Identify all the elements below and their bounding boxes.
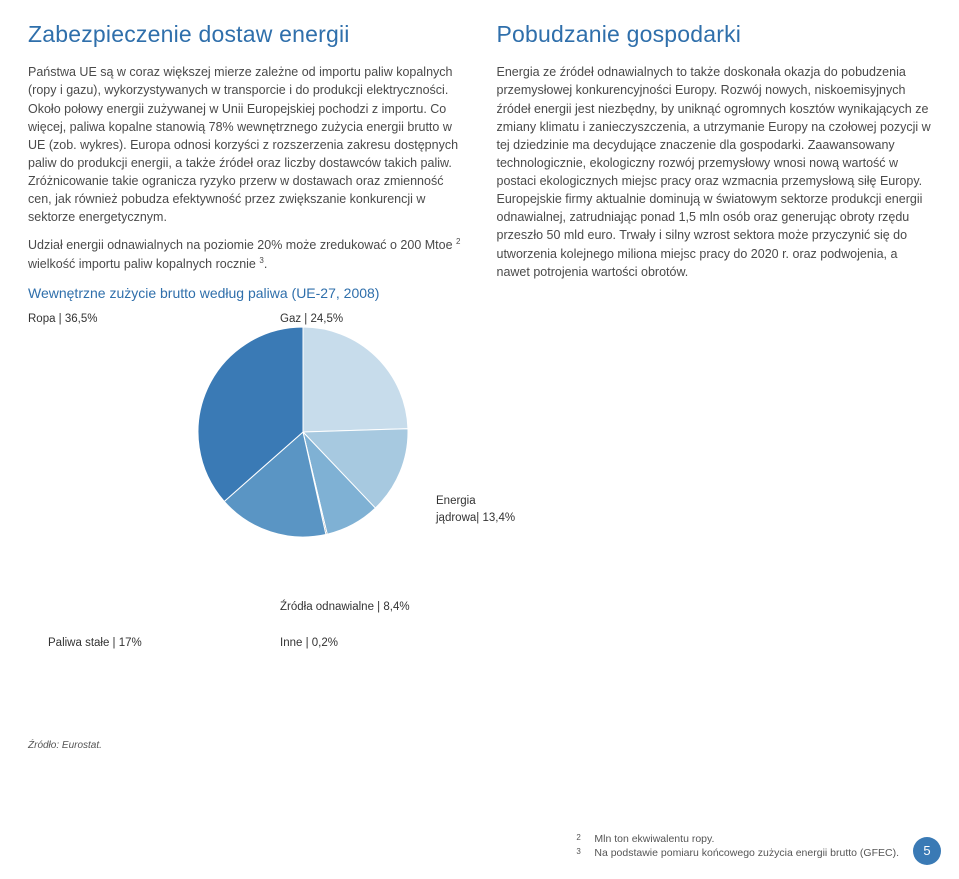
pie-label-nuclear: Energiajądrowa| 13,4% <box>436 493 515 526</box>
pie-label-gas: Gaz | 24,5% <box>280 311 343 328</box>
pie-svg <box>188 317 418 547</box>
chart-subtitle: Wewnętrzne zużycie brutto według paliwa … <box>28 283 463 303</box>
page-number-badge: 5 <box>913 837 941 865</box>
footnote-3-text: Na podstawie pomiaru końcowego zużycia e… <box>594 846 899 861</box>
footnote-3: 3 Na podstawie pomiaru końcowego zużycia… <box>576 846 899 861</box>
pie-slice-gas <box>303 327 408 432</box>
chart-source: Źródło: Eurostat. <box>28 739 931 754</box>
footnote-2-text: Mln ton ekwiwalentu ropy. <box>594 832 714 847</box>
left-para-1: Państwa UE są w coraz większej mierze za… <box>28 63 463 226</box>
right-title: Pobudzanie gospodarki <box>497 18 932 51</box>
footnotes: 2 Mln ton ekwiwalentu ropy. 3 Na podstaw… <box>576 832 899 861</box>
left-p2-a: Udział energii odnawialnych na poziomie … <box>28 239 456 253</box>
pie-label-oil: Ropa | 36,5% <box>28 311 97 328</box>
pie-label-solid: Paliwa stałe | 17% <box>48 635 142 652</box>
left-title: Zabezpieczenie dostaw energii <box>28 18 463 51</box>
left-p2-dot: . <box>264 257 267 271</box>
footnote-2-num: 2 <box>576 832 584 847</box>
pie-chart: Ropa | 36,5% Gaz | 24,5% Energiajądrowa|… <box>28 305 931 725</box>
footnote-3-num: 3 <box>576 846 584 861</box>
left-para-2: Udział energii odnawialnych na poziomie … <box>28 236 463 273</box>
left-p2-b: wielkość importu paliw kopalnych rocznie <box>28 257 259 271</box>
right-para-1: Energia ze źródeł odnawialnych to także … <box>497 63 932 281</box>
pie-label-other: Inne | 0,2% <box>280 635 338 652</box>
footnote-2: 2 Mln ton ekwiwalentu ropy. <box>576 832 899 847</box>
pie-label-renewables: Źródła odnawialne | 8,4% <box>280 599 410 616</box>
footnote-ref-2: 2 <box>456 237 460 246</box>
